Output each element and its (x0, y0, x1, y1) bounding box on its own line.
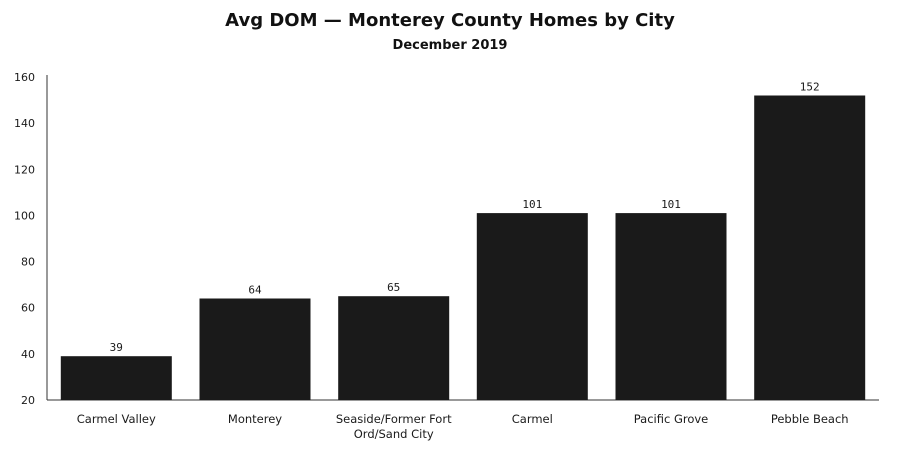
y-tick-label: 160 (14, 71, 35, 84)
x-tick-label: Pacific Grove (634, 412, 709, 426)
x-tick-label: Carmel (512, 412, 553, 426)
y-tick-label: 80 (21, 256, 35, 269)
data-label: 101 (522, 198, 542, 211)
x-tick-label: Carmel Valley (77, 412, 156, 426)
bar (615, 213, 727, 400)
bar (338, 296, 450, 400)
y-tick-label: 40 (21, 348, 35, 361)
data-label: 152 (800, 81, 820, 94)
y-tick-label: 60 (21, 302, 35, 315)
data-label: 101 (661, 198, 681, 211)
y-tick-label: 100 (14, 209, 35, 222)
x-tick-label: Ord/Sand City (354, 427, 434, 441)
x-tick-label: Pebble Beach (771, 412, 849, 426)
chart-title: Avg DOM — Monterey County Homes by City (225, 10, 675, 31)
x-tick-label: Seaside/Former Fort (336, 412, 452, 426)
data-label: 65 (387, 281, 400, 294)
data-label: 39 (110, 341, 123, 354)
y-tick-label: 20 (21, 394, 35, 407)
chart-subtitle: December 2019 (392, 38, 508, 53)
bar (476, 213, 588, 400)
bar (60, 356, 172, 400)
y-tick-label: 140 (14, 117, 35, 130)
bar (199, 298, 311, 400)
data-label: 64 (248, 284, 262, 297)
x-tick-label: Monterey (228, 412, 282, 426)
bar (754, 95, 866, 400)
y-tick-label: 120 (14, 163, 35, 176)
